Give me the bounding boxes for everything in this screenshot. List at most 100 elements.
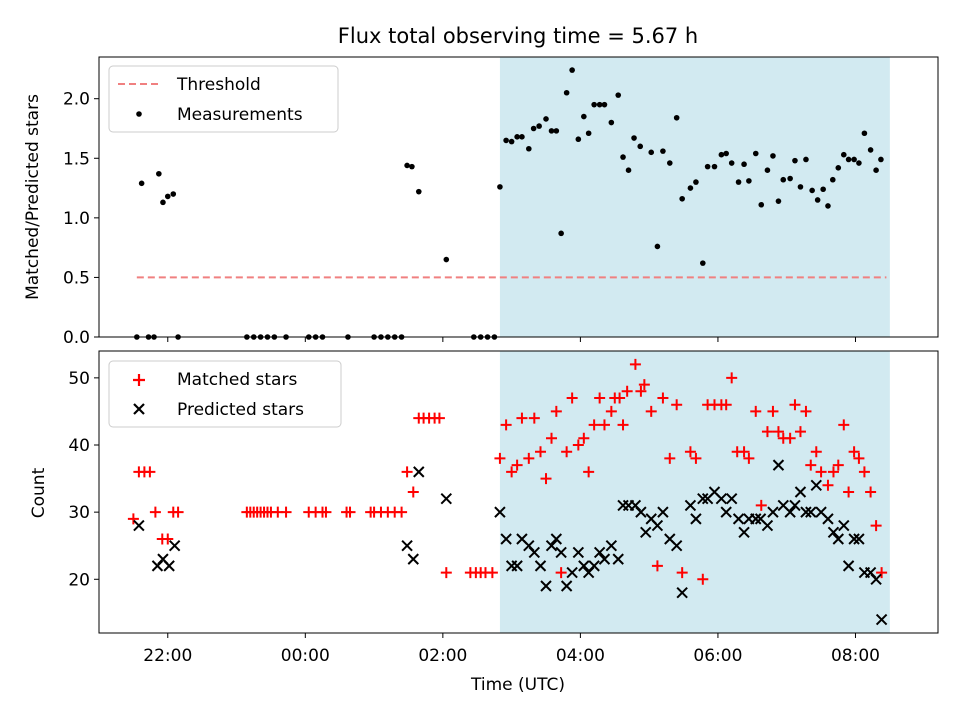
ratio-legend-box xyxy=(108,65,339,133)
measurement-point xyxy=(631,135,637,141)
matched-point xyxy=(566,392,578,404)
measurement-point xyxy=(764,167,771,173)
matched-point xyxy=(684,446,696,458)
measurement-point xyxy=(867,147,874,153)
matched-point xyxy=(144,466,156,478)
predicted-point xyxy=(832,533,844,545)
measurement-point xyxy=(548,128,555,134)
measurement-point xyxy=(615,92,622,98)
ratio-y-tick-label: 1.5 xyxy=(63,149,90,169)
measurement-point xyxy=(814,197,821,203)
predicted-point xyxy=(848,533,860,545)
measurement-point xyxy=(752,150,759,157)
count-y-tick-label: 40 xyxy=(68,436,90,456)
predicted-point xyxy=(401,540,413,552)
predicted-point xyxy=(572,546,585,559)
chart-title: Flux total observing time = 5.67 h xyxy=(338,24,698,48)
matched-point xyxy=(645,405,657,417)
matched-point xyxy=(690,452,702,464)
predicted-point xyxy=(540,580,552,592)
predicted-point xyxy=(494,506,506,518)
predicted-point xyxy=(500,533,512,545)
matched-point xyxy=(280,506,292,518)
measurement-point xyxy=(803,156,809,163)
matched-point xyxy=(635,385,647,397)
measurement-point xyxy=(575,136,582,143)
measurement-point xyxy=(829,176,836,183)
count-axes-frame xyxy=(98,350,939,634)
measurement-point xyxy=(601,101,608,108)
predicted-point xyxy=(789,499,801,512)
measurement-point xyxy=(700,260,706,266)
matched-point xyxy=(598,419,610,431)
matched-point xyxy=(870,520,882,532)
matched-point xyxy=(572,439,584,451)
predicted-point xyxy=(534,560,547,572)
measurement-point xyxy=(735,179,742,185)
measurement-point xyxy=(160,199,166,206)
measurement-point xyxy=(585,130,592,137)
predicted-point xyxy=(725,493,738,505)
measurement-point xyxy=(711,163,718,170)
predicted-point xyxy=(560,580,573,592)
threshold-legend-label: Threshold xyxy=(176,75,261,95)
measurement-point xyxy=(138,180,145,187)
x-tick-label: 06:00 xyxy=(693,646,742,666)
measurement-point xyxy=(835,165,842,171)
matched-point xyxy=(853,452,865,464)
measurement-point xyxy=(591,101,597,108)
predicted-point xyxy=(842,560,855,572)
ratio-y-ticks: 0.0 0.5 1.0 1.5 2.0 xyxy=(63,90,99,348)
measurement-point xyxy=(718,151,725,158)
x-tick-label: 22:00 xyxy=(143,646,192,666)
predicted-point xyxy=(657,506,669,518)
matched-point xyxy=(535,446,547,458)
measurement-point xyxy=(581,113,587,120)
measurement-point xyxy=(563,89,570,96)
measurement-point xyxy=(660,148,666,154)
measurement-point xyxy=(809,187,815,194)
predicted-point xyxy=(822,513,834,525)
matched-point xyxy=(550,405,562,417)
measurement-point xyxy=(666,160,673,166)
matched-point xyxy=(540,473,552,485)
measurement-point xyxy=(536,123,542,129)
measurement-point xyxy=(637,143,644,150)
matched-point xyxy=(671,399,683,411)
measurement-point xyxy=(519,134,525,140)
measurement-point xyxy=(770,153,776,159)
matched-point xyxy=(401,466,413,478)
matched-point xyxy=(506,466,518,478)
ratio-y-tick-label: 0.5 xyxy=(63,268,90,288)
matched-point xyxy=(617,419,629,431)
ratio-axes-frame xyxy=(98,56,939,338)
predicted-point xyxy=(676,587,688,599)
matched-point xyxy=(605,405,617,417)
matched-point xyxy=(162,533,174,545)
x-tick-label: 08:00 xyxy=(831,646,880,666)
matched-point xyxy=(127,513,139,525)
matched-point xyxy=(588,419,600,431)
matched-point xyxy=(676,567,688,579)
matched-point xyxy=(784,432,796,444)
predicted-point xyxy=(794,486,807,498)
matched-point xyxy=(697,573,709,585)
matched-point xyxy=(843,486,855,498)
predicted-point xyxy=(407,553,419,565)
matched-point xyxy=(320,506,332,518)
matched-point xyxy=(528,412,540,424)
ratio-legend: Threshold Measurements xyxy=(108,65,339,133)
predicted-point xyxy=(545,540,558,552)
matched-point xyxy=(726,372,738,384)
measurement-point xyxy=(415,188,422,195)
matched-point xyxy=(629,358,641,370)
ratio-panel: 0.00.51.01.52.0 Matched/Predicted stars … xyxy=(23,56,939,348)
predicted-point xyxy=(732,513,745,525)
predicted-point xyxy=(612,553,624,565)
count-shaded-span xyxy=(499,351,890,633)
predicted-point xyxy=(810,479,822,491)
matched-point xyxy=(772,426,784,438)
predicted-point xyxy=(684,499,697,512)
measurement-point xyxy=(164,193,171,200)
measurement-point xyxy=(687,185,694,191)
